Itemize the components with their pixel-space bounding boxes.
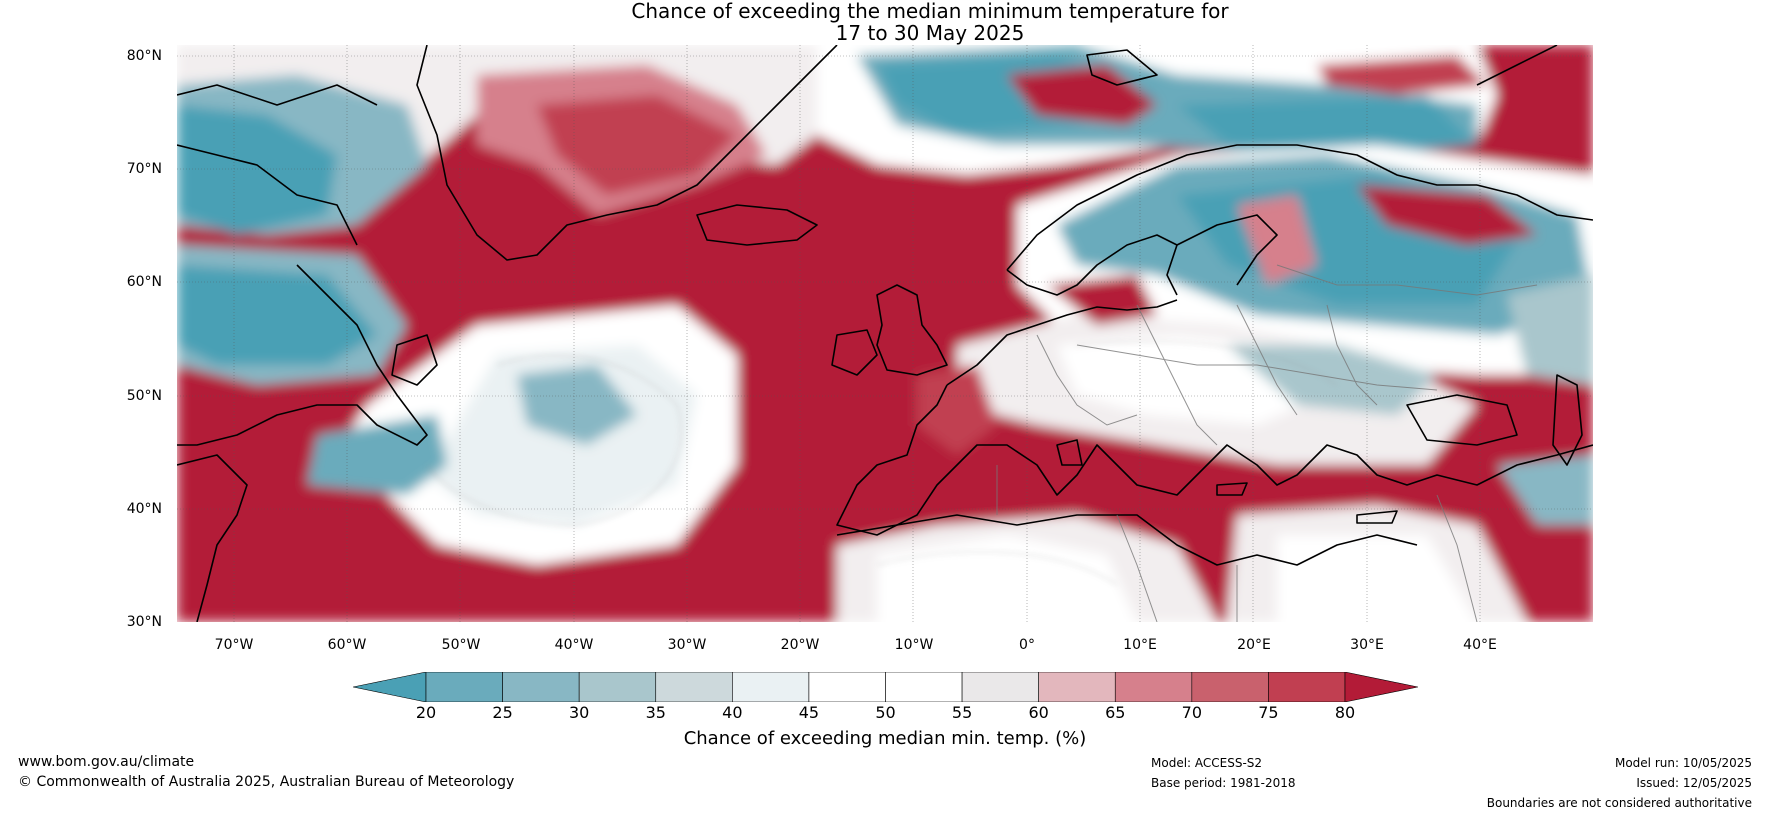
colorbar-tick-label: 25 xyxy=(492,703,513,722)
colorbar-tick-label: 60 xyxy=(1028,703,1049,722)
colorbar-tick-label: 80 xyxy=(1334,703,1356,722)
lat-label-40n: 40°N xyxy=(126,501,162,517)
issued-text: Issued: 12/05/2025 xyxy=(1636,776,1752,790)
colorbar-cell xyxy=(502,671,580,703)
copyright-text: © Commonwealth of Australia 2025, Austra… xyxy=(18,774,515,790)
colorbar-extend-low xyxy=(352,671,427,703)
colorbar-cell xyxy=(961,671,1039,703)
colorbar-cell xyxy=(1268,671,1346,703)
lon-label-10w: 10°W xyxy=(894,637,934,653)
colorbar-label: Chance of exceeding median min. temp. (%… xyxy=(683,728,1087,749)
lon-label-60w: 60°W xyxy=(327,637,367,653)
lon-label-0: 0° xyxy=(1019,637,1035,653)
lat-label-70n: 70°N xyxy=(126,161,162,177)
country-borders xyxy=(996,264,1538,622)
disclaimer-text: Boundaries are not considered authoritat… xyxy=(1486,796,1752,810)
map-title: Chance of exceeding the median minimum t… xyxy=(0,0,1770,44)
colorbar-extend-high xyxy=(1344,671,1419,703)
colorbar-cell xyxy=(885,671,963,703)
colorbar-tick-label: 70 xyxy=(1181,703,1202,722)
probability-shading xyxy=(177,45,1593,622)
contour-lines xyxy=(426,341,1338,586)
colorbar-cell xyxy=(655,671,733,703)
lon-label-20w: 20°W xyxy=(780,637,820,653)
lat-label-60n: 60°N xyxy=(126,274,162,290)
website-link[interactable]: www.bom.gov.au/climate xyxy=(18,754,195,770)
base-period-text: Base period: 1981-2018 xyxy=(1151,776,1296,790)
lat-label-80n: 80°N xyxy=(126,48,162,64)
colorbar-tick-label: 30 xyxy=(568,703,590,722)
colorbar-tick-label: 20 xyxy=(415,703,437,722)
graticule xyxy=(177,45,1593,622)
forecast-map[interactable] xyxy=(177,45,1593,622)
title-line-2: 17 to 30 May 2025 xyxy=(835,21,1025,45)
colorbar-tick-label: 45 xyxy=(798,703,820,722)
colorbar-cell xyxy=(1114,671,1193,703)
model-text: Model: ACCESS-S2 xyxy=(1151,756,1263,770)
lon-label-10e: 10°E xyxy=(1123,637,1157,653)
colorbar-cell xyxy=(808,671,886,703)
colorbar-tick-label: 50 xyxy=(875,703,896,722)
colorbar-cell xyxy=(732,671,810,703)
colorbar xyxy=(352,671,1419,703)
lat-label-50n: 50°N xyxy=(126,388,162,404)
colorbar-cell xyxy=(1191,671,1269,703)
lon-label-50w: 50°W xyxy=(441,637,481,653)
lon-label-30w: 30°W xyxy=(667,637,707,653)
colorbar-tick-label: 35 xyxy=(645,703,666,722)
colorbar-tick-label: 55 xyxy=(951,703,973,722)
model-run-text: Model run: 10/05/2025 xyxy=(1614,756,1752,770)
lon-label-20e: 20°E xyxy=(1237,637,1271,653)
lon-label-40w: 40°W xyxy=(554,637,594,653)
colorbar-cell xyxy=(578,671,657,703)
lon-label-30e: 30°E xyxy=(1350,637,1384,653)
colorbar-tick-label: 40 xyxy=(722,703,743,722)
colorbar-cell xyxy=(1038,671,1116,703)
lon-label-40e: 40°E xyxy=(1463,637,1497,653)
lat-label-30n: 30°N xyxy=(126,614,162,630)
colorbar-tick-label: 75 xyxy=(1258,703,1279,722)
coastlines xyxy=(177,45,1593,622)
lon-label-70w: 70°W xyxy=(214,637,254,653)
title-line-1: Chance of exceeding the median minimum t… xyxy=(631,0,1229,23)
colorbar-tick-label: 65 xyxy=(1105,703,1126,722)
colorbar-cell xyxy=(425,671,503,703)
